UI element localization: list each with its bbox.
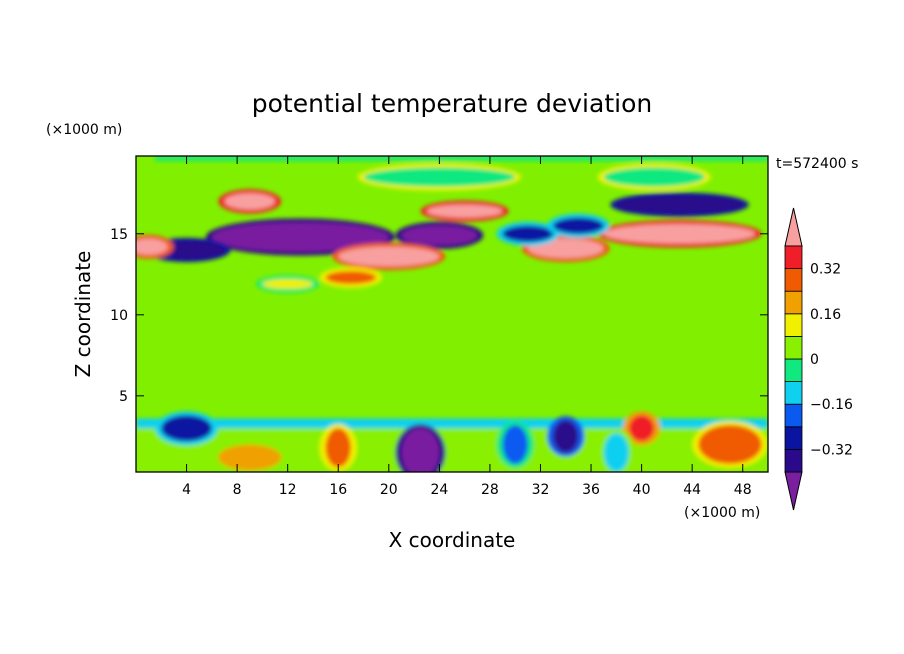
y-axis-unit: (×1000 m) xyxy=(46,122,122,138)
x-axis: 4 8 12 16 20 24 28 32 36 40 44 48 xyxy=(182,156,752,498)
colorbar-segment xyxy=(784,268,803,292)
colorbar-tick-label: 0 xyxy=(810,352,819,368)
field-cell-12 xyxy=(502,225,554,242)
field-cell-19 xyxy=(698,425,762,464)
field-cell-25 xyxy=(262,279,313,289)
y-axis: 5 10 15 xyxy=(110,227,768,405)
field-cell-24 xyxy=(603,433,629,472)
x-tick-label: 44 xyxy=(683,482,701,498)
colorbar-arrow-low xyxy=(784,471,803,511)
time-label: t=572400 s xyxy=(776,156,858,172)
x-tick-label: 48 xyxy=(734,482,752,498)
field-cell-18 xyxy=(218,444,282,471)
field-cell-3 xyxy=(211,222,389,252)
y-tick-label: 15 xyxy=(110,227,128,243)
colorbar-segment xyxy=(784,290,803,315)
x-tick-label: 20 xyxy=(380,482,398,498)
x-tick-label: 36 xyxy=(582,482,600,498)
x-tick-label: 8 xyxy=(233,482,242,498)
x-tick-label: 24 xyxy=(430,482,448,498)
contour-field xyxy=(136,156,768,472)
x-tick-label: 32 xyxy=(532,482,550,498)
colorbar-segment xyxy=(784,358,803,383)
colorbar-segment xyxy=(784,335,803,360)
field-cell-23 xyxy=(161,415,212,442)
x-tick-label: 28 xyxy=(481,482,499,498)
colorbar-segment xyxy=(784,381,803,405)
x-axis-unit: (×1000 m) xyxy=(684,505,760,521)
colorbar-tick-label: 0.32 xyxy=(810,262,841,278)
colorbar-segment xyxy=(784,313,803,337)
colorbar-tick-label: −0.16 xyxy=(810,397,853,413)
colorbar: −0.32 −0.16 0 0.16 0.32 xyxy=(784,207,853,511)
x-tick-label: 12 xyxy=(279,482,297,498)
plot-frame xyxy=(135,155,769,473)
field-cell-4 xyxy=(401,225,478,246)
field-cell-14 xyxy=(136,238,168,255)
colorbar-tick-label: 0.16 xyxy=(810,307,841,323)
field-cell-10 xyxy=(616,196,743,213)
field-cell-8 xyxy=(527,238,604,259)
colorbar-segment xyxy=(784,403,803,428)
field-cell-7 xyxy=(426,204,503,218)
field-cell-6 xyxy=(224,193,276,210)
y-axis-label: Z coordinate xyxy=(71,251,95,378)
field-cell-16 xyxy=(401,428,440,472)
colorbar-tick-label: −0.32 xyxy=(810,442,853,458)
colorbar-segment xyxy=(784,245,803,270)
colorbar-segment xyxy=(784,426,803,450)
y-tick-label: 5 xyxy=(119,389,128,405)
field-cell-15 xyxy=(325,271,377,285)
field-cell-21 xyxy=(628,415,655,442)
x-tick-label: 4 xyxy=(182,482,191,498)
field-cell-13 xyxy=(553,217,604,234)
x-axis-label: X coordinate xyxy=(389,528,516,552)
field-band-1 xyxy=(136,418,768,429)
field-cell-27 xyxy=(603,167,705,187)
colorbar-segment xyxy=(784,448,803,473)
colorbar-arrow-high xyxy=(784,207,803,247)
field-band-2 xyxy=(154,156,768,161)
chart-title: potential temperature deviation xyxy=(252,89,652,118)
x-tick-label: 16 xyxy=(329,482,347,498)
field-cell-9 xyxy=(338,246,440,267)
field-cell-26 xyxy=(363,167,516,187)
field-cell-17 xyxy=(325,428,351,468)
field-cell-5 xyxy=(603,224,756,244)
y-tick-label: 10 xyxy=(110,308,128,324)
field-cell-22 xyxy=(502,425,528,464)
field-cell-20 xyxy=(553,420,579,453)
x-tick-label: 40 xyxy=(633,482,651,498)
